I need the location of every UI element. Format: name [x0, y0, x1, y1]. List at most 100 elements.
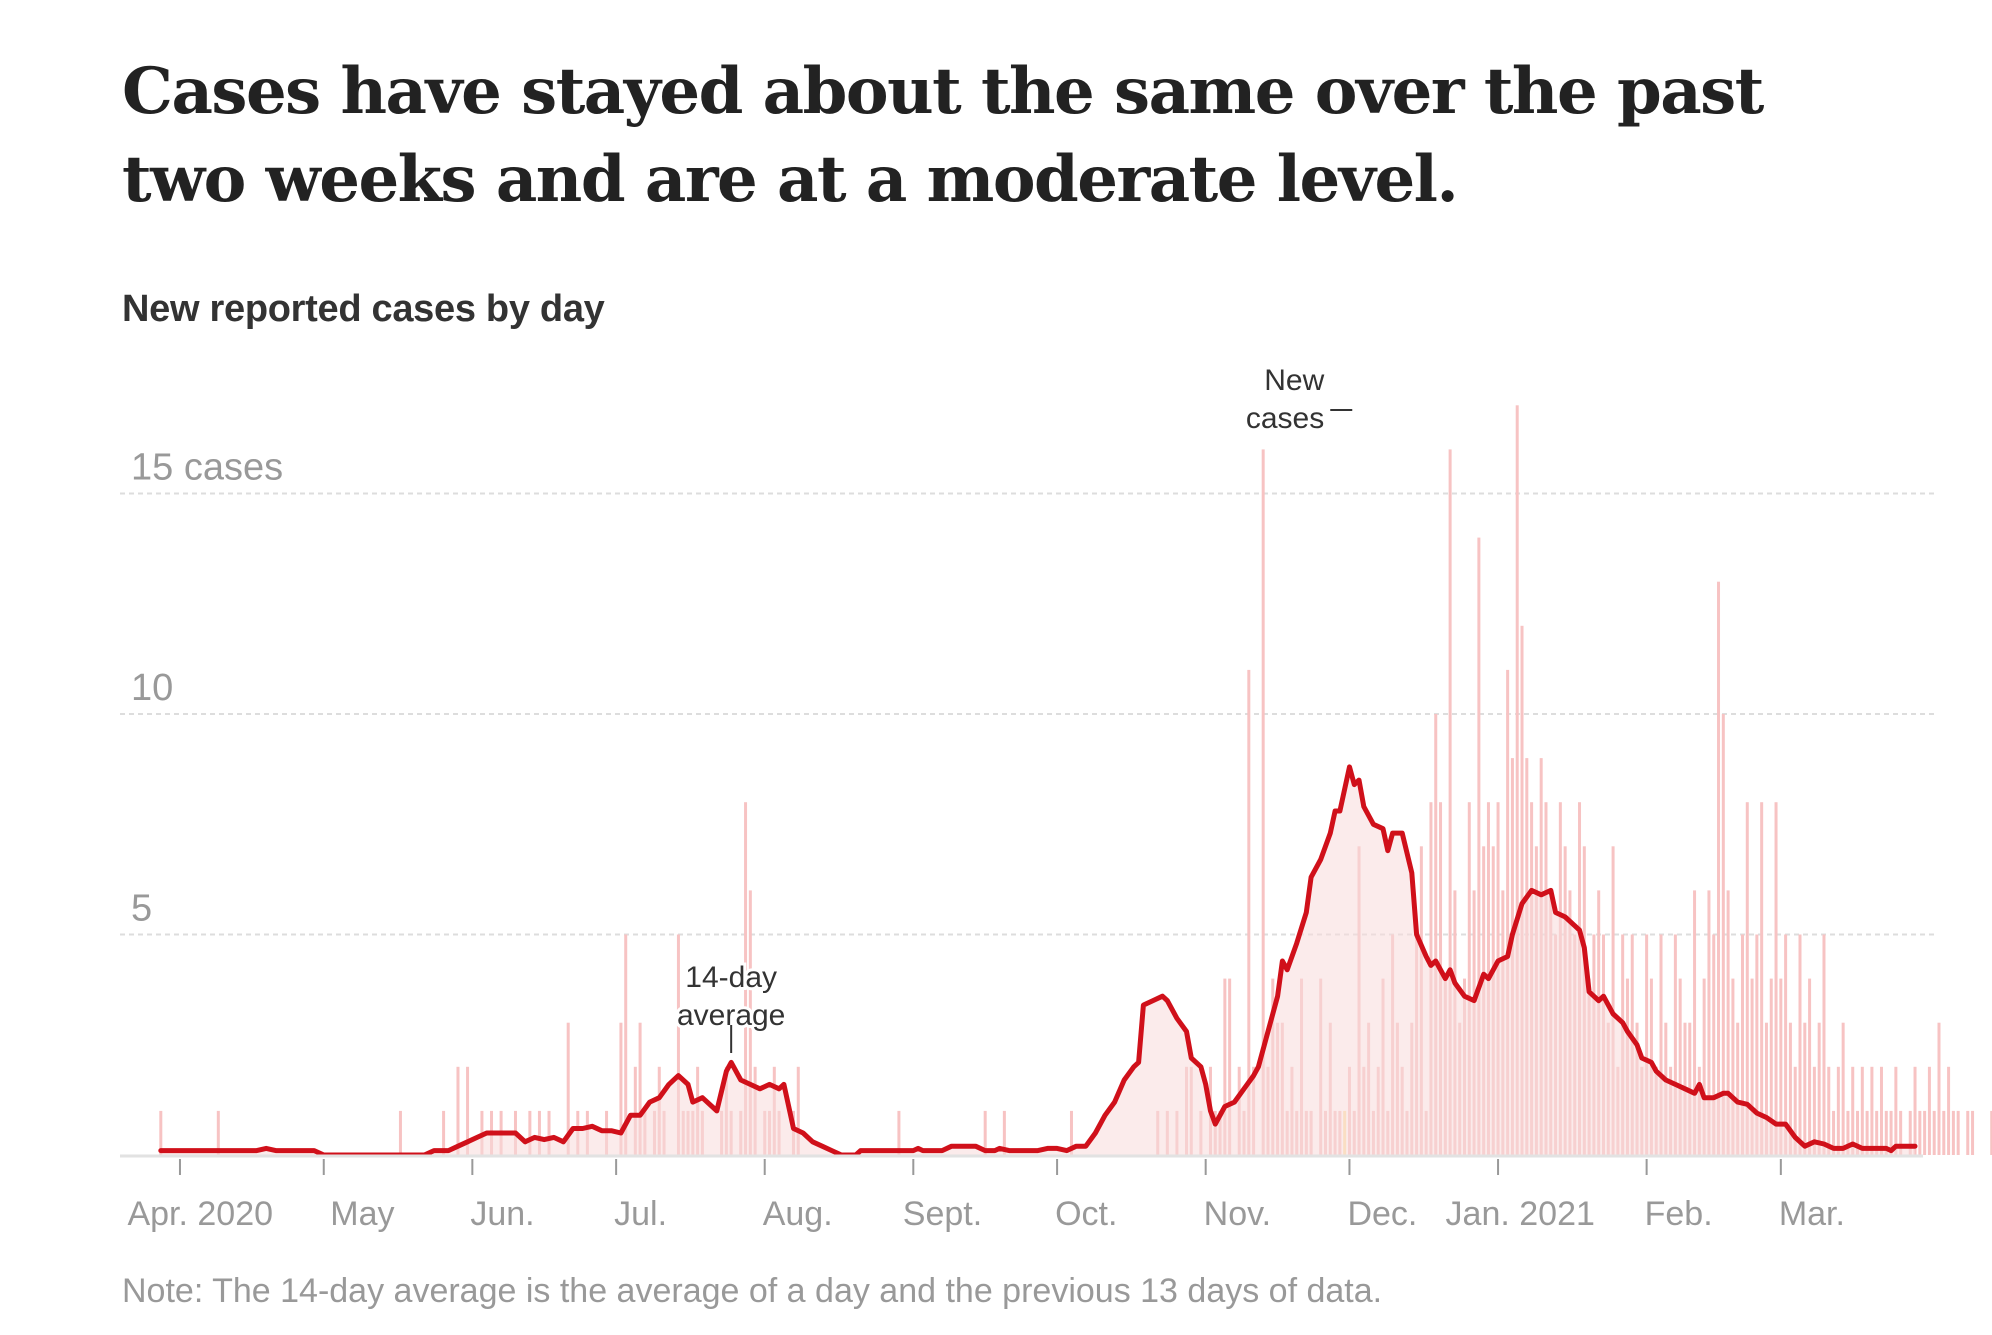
daily-bar — [1702, 978, 1706, 1155]
daily-bar — [744, 802, 748, 1155]
daily-bar — [796, 1066, 800, 1155]
daily-bar — [1951, 1110, 1955, 1155]
daily-bar — [1918, 1110, 1922, 1155]
daily-bar — [1793, 1066, 1797, 1155]
daily-bar — [1788, 1022, 1792, 1155]
footnote: Note: The 14-day average is the average … — [122, 1272, 1383, 1310]
daily-bar — [1932, 1110, 1936, 1155]
daily-bar — [1870, 1066, 1874, 1155]
daily-bar — [1832, 1110, 1836, 1155]
daily-bar — [1717, 581, 1721, 1155]
x-tick-label: Jul. — [614, 1195, 667, 1233]
daily-bar — [1515, 405, 1519, 1155]
y-tick-label: 15 cases — [131, 447, 283, 489]
daily-bar — [1769, 978, 1773, 1155]
daily-bar — [1760, 802, 1764, 1155]
daily-bar — [1477, 537, 1481, 1155]
daily-bar — [1860, 1066, 1864, 1155]
daily-bar — [1908, 1110, 1912, 1155]
daily-bar — [1740, 934, 1744, 1155]
daily-bar — [1779, 978, 1783, 1155]
daily-bar — [1841, 1022, 1845, 1155]
daily-bar — [1448, 449, 1452, 1155]
y-tick-label: 10 — [131, 667, 173, 709]
x-axis-ticks: Apr. 2020 May Jun. Jul. Aug. Sept. Oct. Nov. Dec… — [127, 1159, 1845, 1233]
daily-bar — [1755, 934, 1759, 1155]
x-tick-label: Jun. — [470, 1195, 534, 1233]
daily-bar — [676, 934, 680, 1155]
daily-bar — [1817, 1022, 1821, 1155]
daily-bar — [1784, 934, 1788, 1155]
daily-bar — [1223, 978, 1227, 1155]
daily-bar — [1726, 890, 1730, 1155]
daily-bar — [1002, 1110, 1006, 1155]
daily-bar — [1927, 1066, 1931, 1155]
daily-bar — [1659, 934, 1663, 1155]
daily-bar — [1990, 1110, 1992, 1155]
daily-bar — [1611, 846, 1615, 1155]
x-tick-label: Dec. — [1347, 1195, 1417, 1233]
annotation-average-label: 14-day — [685, 961, 777, 994]
daily-bar — [983, 1110, 987, 1155]
daily-bar — [159, 1110, 163, 1155]
daily-bar — [1506, 669, 1510, 1155]
daily-bar — [1851, 1066, 1855, 1155]
daily-bar — [1434, 714, 1438, 1155]
daily-bar — [566, 1022, 570, 1155]
x-tick-label: Sept. — [903, 1195, 982, 1233]
daily-bar — [638, 1022, 642, 1155]
daily-bar — [1875, 1110, 1879, 1155]
daily-bar — [1937, 1022, 1941, 1155]
daily-bar — [1764, 1022, 1768, 1155]
daily-bar — [1228, 978, 1232, 1155]
daily-bar — [619, 1022, 623, 1155]
daily-bar — [537, 1110, 541, 1155]
y-axis-labels: 5 10 15 cases — [131, 447, 283, 930]
daily-bar — [1731, 978, 1735, 1155]
x-tick-label: Jan. 2021 — [1446, 1195, 1595, 1233]
x-tick-label: Nov. — [1204, 1195, 1271, 1233]
daily-bar — [1846, 1110, 1850, 1155]
daily-bar — [1247, 669, 1251, 1155]
daily-bar — [1827, 1066, 1831, 1155]
daily-bar — [624, 934, 628, 1155]
daily-bar — [398, 1110, 402, 1155]
daily-bar — [1899, 1110, 1903, 1155]
daily-bar — [1798, 934, 1802, 1155]
daily-bar — [1856, 1110, 1860, 1155]
daily-bar — [1745, 802, 1749, 1155]
daily-bar — [1884, 1110, 1888, 1155]
chart-title: New reported cases by day — [122, 288, 605, 330]
annotation-new-cases-label: New — [1264, 364, 1324, 397]
daily-bar — [1879, 1066, 1883, 1155]
daily-bar — [1678, 978, 1682, 1155]
daily-bar — [1707, 890, 1711, 1155]
daily-bar — [1836, 1066, 1840, 1155]
annotation-new-cases-label: cases — [1246, 402, 1324, 435]
daily-bar — [1712, 934, 1716, 1155]
daily-bar — [1947, 1066, 1951, 1155]
daily-bar — [547, 1110, 551, 1155]
daily-bar — [633, 1066, 637, 1155]
daily-bar — [1812, 1066, 1816, 1155]
daily-bar — [442, 1110, 446, 1155]
daily-bars — [159, 405, 1992, 1155]
daily-bar — [1956, 1110, 1960, 1155]
average-area — [160, 766, 1915, 1155]
daily-bar — [897, 1110, 901, 1155]
daily-bar — [216, 1110, 220, 1155]
daily-bar — [1069, 1110, 1073, 1155]
gridlines — [120, 492, 1935, 936]
x-tick-label: Feb. — [1645, 1195, 1713, 1233]
x-tick-label: May — [330, 1195, 394, 1233]
y-tick-label: 5 — [131, 888, 152, 930]
daily-bar — [1673, 934, 1677, 1155]
cases-chart: Apr. 2020 May Jun. Jul. Aug. Sept. Oct. Nov. Dec… — [120, 364, 1992, 1233]
daily-bar — [748, 890, 752, 1155]
daily-bar — [1808, 978, 1812, 1155]
daily-bar — [1774, 802, 1778, 1155]
daily-bar — [528, 1110, 532, 1155]
x-tick-label: Mar. — [1779, 1195, 1845, 1233]
daily-bar — [1750, 978, 1754, 1155]
daily-bar — [1520, 625, 1524, 1155]
